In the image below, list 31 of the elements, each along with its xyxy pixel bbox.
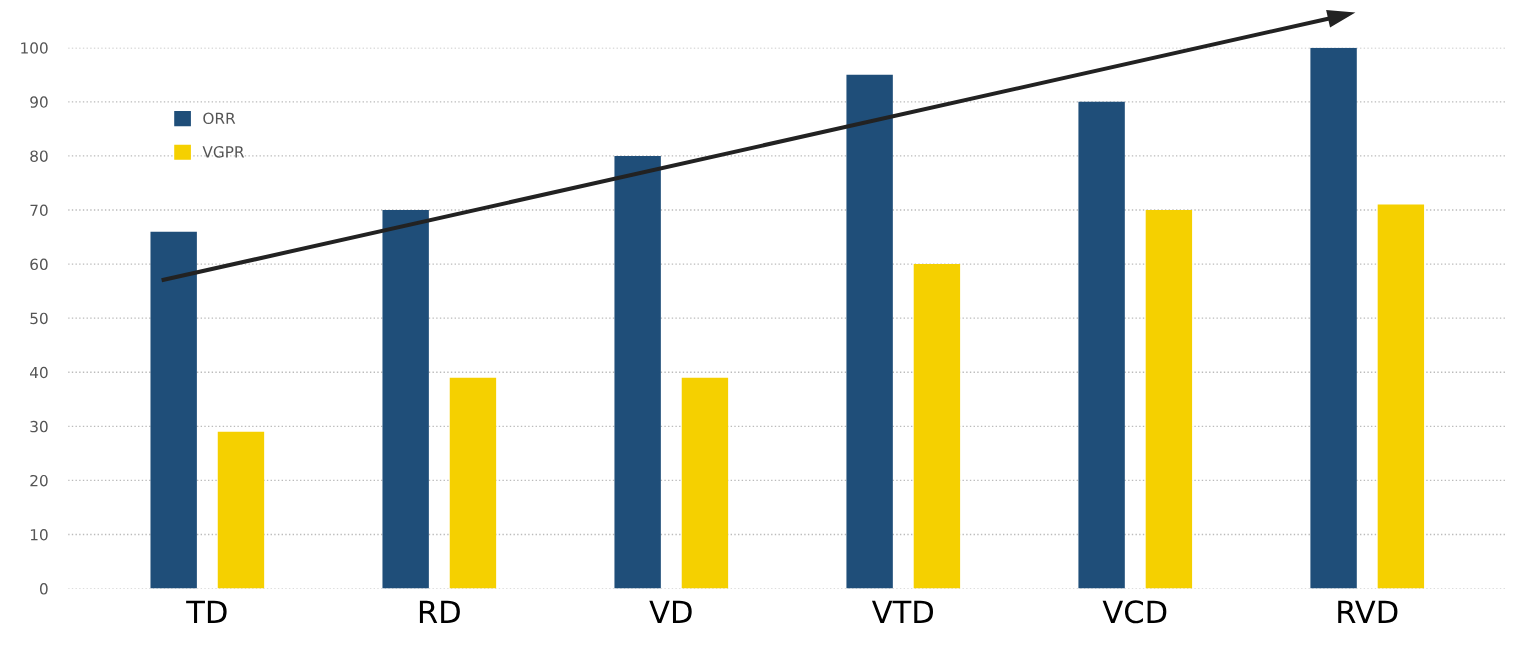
- y-tick-label: 80: [30, 150, 48, 162]
- bar: [614, 155, 661, 589]
- x-tick-label: VCD: [1102, 600, 1167, 624]
- y-tick-label: 0: [39, 583, 48, 595]
- bar: [913, 264, 961, 589]
- x-tick-label: VD: [649, 600, 692, 623]
- y-tick-label: 100: [21, 42, 48, 54]
- bar: [449, 377, 497, 589]
- y-tick-label: 30: [30, 420, 48, 433]
- bar: [846, 74, 893, 589]
- bar: [217, 431, 265, 589]
- x-tick-label: RVD: [1338, 600, 1398, 623]
- bar: [1377, 204, 1425, 589]
- x-tick-label: RD: [419, 600, 460, 623]
- y-tick-label: 40: [29, 366, 48, 379]
- bar: [1310, 47, 1357, 589]
- x-tick-label: VTD: [871, 600, 934, 623]
- y-tick-label: 50: [30, 312, 48, 325]
- x-tick-label: TD: [186, 600, 227, 623]
- bar: [150, 231, 197, 589]
- y-tick-label: 90: [30, 96, 48, 108]
- legend-label: ORR: [203, 112, 236, 125]
- y-tick-label: 10: [30, 528, 48, 541]
- y-tick-label: 60: [30, 258, 48, 271]
- bar: [382, 210, 429, 589]
- bar: [1078, 101, 1125, 589]
- y-tick-label: 70: [30, 204, 48, 217]
- legend-label: VGPR: [202, 146, 245, 158]
- y-tick-label: 20: [30, 474, 48, 487]
- bar: [681, 377, 729, 589]
- bar: [1145, 210, 1193, 589]
